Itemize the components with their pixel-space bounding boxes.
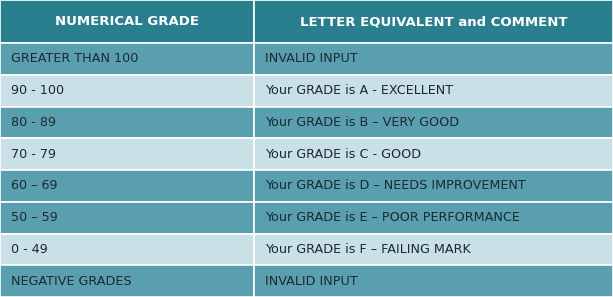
Bar: [0, 138, 254, 170]
Text: Your GRADE is A - EXCELLENT: Your GRADE is A - EXCELLENT: [265, 84, 454, 97]
Bar: [0, 265, 254, 297]
Text: 60 – 69: 60 – 69: [11, 179, 58, 192]
Bar: [254, 0, 613, 43]
Text: Your GRADE is E – POOR PERFORMANCE: Your GRADE is E – POOR PERFORMANCE: [265, 211, 520, 224]
Text: NUMERICAL GRADE: NUMERICAL GRADE: [55, 15, 199, 28]
Bar: [254, 233, 613, 265]
Bar: [254, 202, 613, 233]
Bar: [254, 107, 613, 138]
Text: 0 - 49: 0 - 49: [11, 243, 48, 256]
Bar: [254, 265, 613, 297]
Bar: [0, 107, 254, 138]
Text: 80 - 89: 80 - 89: [11, 116, 56, 129]
Text: 90 - 100: 90 - 100: [11, 84, 64, 97]
Text: NEGATIVE GRADES: NEGATIVE GRADES: [11, 275, 132, 287]
Text: 70 - 79: 70 - 79: [11, 148, 56, 161]
Text: Your GRADE is B – VERY GOOD: Your GRADE is B – VERY GOOD: [265, 116, 460, 129]
Text: 50 – 59: 50 – 59: [11, 211, 58, 224]
Bar: [254, 43, 613, 75]
Text: LETTER EQUIVALENT and COMMENT: LETTER EQUIVALENT and COMMENT: [300, 15, 568, 28]
Bar: [0, 202, 254, 233]
Bar: [0, 43, 254, 75]
Text: GREATER THAN 100: GREATER THAN 100: [11, 53, 139, 65]
Bar: [254, 138, 613, 170]
Text: Your GRADE is F – FAILING MARK: Your GRADE is F – FAILING MARK: [265, 243, 471, 256]
Bar: [254, 75, 613, 107]
Bar: [0, 233, 254, 265]
Bar: [0, 170, 254, 202]
Bar: [0, 75, 254, 107]
Bar: [0, 0, 254, 43]
Text: INVALID INPUT: INVALID INPUT: [265, 53, 358, 65]
Text: INVALID INPUT: INVALID INPUT: [265, 275, 358, 287]
Text: Your GRADE is D – NEEDS IMPROVEMENT: Your GRADE is D – NEEDS IMPROVEMENT: [265, 179, 526, 192]
Bar: [254, 170, 613, 202]
Text: Your GRADE is C - GOOD: Your GRADE is C - GOOD: [265, 148, 422, 161]
